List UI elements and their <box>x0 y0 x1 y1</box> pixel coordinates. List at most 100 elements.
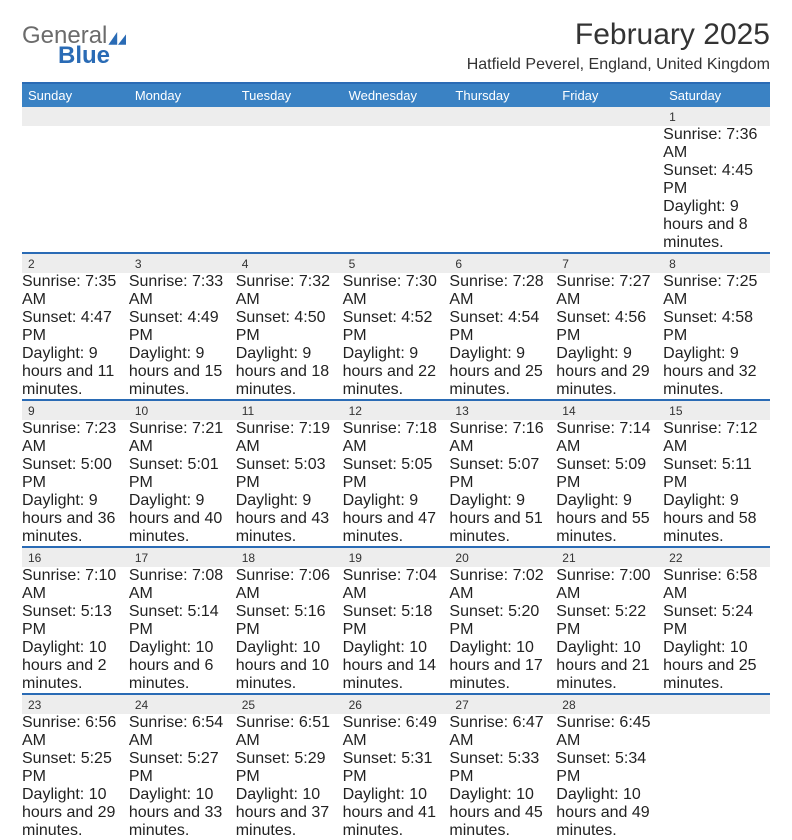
day-detail-line: Sunrise: 7:02 AM <box>449 567 556 603</box>
day-number: 24 <box>129 695 236 714</box>
day-number: 17 <box>129 548 236 567</box>
day-detail: Sunrise: 7:23 AMSunset: 5:00 PMDaylight:… <box>22 420 129 546</box>
day-detail-line: Daylight: 10 hours and 33 minutes. <box>129 786 236 840</box>
day-detail: Sunrise: 7:02 AMSunset: 5:20 PMDaylight:… <box>449 567 556 693</box>
weekday-label: Tuesday <box>236 84 343 107</box>
day-detail-line: Sunrise: 7:08 AM <box>129 567 236 603</box>
day-number <box>22 107 129 126</box>
day-number: 3 <box>129 254 236 273</box>
day-detail: Sunrise: 7:14 AMSunset: 5:09 PMDaylight:… <box>556 420 663 546</box>
day-detail-line: Sunrise: 7:18 AM <box>343 420 450 456</box>
day-number <box>449 107 556 126</box>
weekday-label: Saturday <box>663 84 770 107</box>
day-detail: Sunrise: 7:33 AMSunset: 4:49 PMDaylight:… <box>129 273 236 399</box>
day-detail-line: Daylight: 9 hours and 22 minutes. <box>343 345 450 399</box>
day-detail: Sunrise: 7:18 AMSunset: 5:05 PMDaylight:… <box>343 420 450 546</box>
day-detail-line: Sunset: 5:05 PM <box>343 456 450 492</box>
day-detail: Sunrise: 7:27 AMSunset: 4:56 PMDaylight:… <box>556 273 663 399</box>
day-detail: Sunrise: 7:19 AMSunset: 5:03 PMDaylight:… <box>236 420 343 546</box>
day-detail: Sunrise: 7:04 AMSunset: 5:18 PMDaylight:… <box>343 567 450 693</box>
day-detail-line: Daylight: 10 hours and 37 minutes. <box>236 786 343 840</box>
day-detail-line: Sunrise: 6:58 AM <box>663 567 770 603</box>
day-detail-row: Sunrise: 7:35 AMSunset: 4:47 PMDaylight:… <box>22 273 770 400</box>
day-number: 13 <box>449 401 556 420</box>
day-detail: Sunrise: 7:36 AMSunset: 4:45 PMDaylight:… <box>663 126 770 252</box>
day-detail-row: Sunrise: 6:56 AMSunset: 5:25 PMDaylight:… <box>22 714 770 840</box>
day-number-row: 16171819202122 <box>22 548 770 567</box>
day-detail-line: Sunrise: 7:33 AM <box>129 273 236 309</box>
day-number-row: 232425262728 <box>22 695 770 714</box>
day-detail-line: Sunset: 5:31 PM <box>343 750 450 786</box>
day-detail-row: Sunrise: 7:10 AMSunset: 5:13 PMDaylight:… <box>22 567 770 694</box>
day-detail-line: Daylight: 9 hours and 15 minutes. <box>129 345 236 399</box>
day-detail-line: Sunset: 4:52 PM <box>343 309 450 345</box>
header: GeneralBlue February 2025 Hatfield Pever… <box>22 18 770 74</box>
day-number <box>129 107 236 126</box>
day-detail-line: Sunset: 5:03 PM <box>236 456 343 492</box>
weekday-header: Sunday Monday Tuesday Wednesday Thursday… <box>22 84 770 107</box>
day-number: 5 <box>343 254 450 273</box>
day-detail-line: Daylight: 9 hours and 43 minutes. <box>236 492 343 546</box>
day-detail: Sunrise: 6:51 AMSunset: 5:29 PMDaylight:… <box>236 714 343 840</box>
day-detail-line: Daylight: 10 hours and 2 minutes. <box>22 639 129 693</box>
day-detail-line: Daylight: 10 hours and 6 minutes. <box>129 639 236 693</box>
day-detail-line: Daylight: 10 hours and 21 minutes. <box>556 639 663 693</box>
day-detail-line: Sunrise: 7:32 AM <box>236 273 343 309</box>
day-detail-line: Sunrise: 7:30 AM <box>343 273 450 309</box>
day-number: 19 <box>343 548 450 567</box>
day-detail-row: Sunrise: 7:23 AMSunset: 5:00 PMDaylight:… <box>22 420 770 547</box>
day-detail-line: Sunrise: 6:56 AM <box>22 714 129 750</box>
day-detail-line: Sunrise: 6:54 AM <box>129 714 236 750</box>
page: GeneralBlue February 2025 Hatfield Pever… <box>0 0 792 612</box>
day-number: 25 <box>236 695 343 714</box>
day-detail-line: Sunset: 5:14 PM <box>129 603 236 639</box>
location: Hatfield Peverel, England, United Kingdo… <box>467 56 770 74</box>
day-detail: Sunrise: 6:47 AMSunset: 5:33 PMDaylight:… <box>449 714 556 840</box>
day-number-row: 9101112131415 <box>22 401 770 420</box>
day-number <box>236 107 343 126</box>
day-detail-line: Sunset: 4:50 PM <box>236 309 343 345</box>
day-detail-line: Sunset: 5:09 PM <box>556 456 663 492</box>
day-detail-line: Daylight: 10 hours and 29 minutes. <box>22 786 129 840</box>
day-detail-line: Sunrise: 6:51 AM <box>236 714 343 750</box>
day-number: 6 <box>449 254 556 273</box>
day-detail-line: Daylight: 10 hours and 10 minutes. <box>236 639 343 693</box>
day-detail <box>236 126 343 252</box>
day-detail-line: Daylight: 9 hours and 8 minutes. <box>663 198 770 252</box>
day-detail-line: Sunset: 4:49 PM <box>129 309 236 345</box>
day-detail <box>663 714 770 840</box>
day-number: 4 <box>236 254 343 273</box>
day-number: 10 <box>129 401 236 420</box>
day-detail-line: Daylight: 9 hours and 36 minutes. <box>22 492 129 546</box>
day-detail-line: Sunset: 5:01 PM <box>129 456 236 492</box>
weekday-label: Sunday <box>22 84 129 107</box>
day-number: 18 <box>236 548 343 567</box>
day-detail-line: Sunrise: 7:06 AM <box>236 567 343 603</box>
day-number: 8 <box>663 254 770 273</box>
day-detail-line: Sunrise: 7:28 AM <box>449 273 556 309</box>
day-number: 26 <box>343 695 450 714</box>
day-number: 2 <box>22 254 129 273</box>
day-number: 21 <box>556 548 663 567</box>
day-number: 22 <box>663 548 770 567</box>
weekday-label: Thursday <box>449 84 556 107</box>
day-detail-line: Sunset: 4:58 PM <box>663 309 770 345</box>
day-number: 12 <box>343 401 450 420</box>
day-detail-line: Sunrise: 6:45 AM <box>556 714 663 750</box>
logo-text-2: Blue <box>58 44 129 68</box>
day-number: 1 <box>663 107 770 126</box>
day-detail-line: Daylight: 9 hours and 32 minutes. <box>663 345 770 399</box>
day-detail-line: Sunset: 5:33 PM <box>449 750 556 786</box>
day-detail-line: Sunset: 4:47 PM <box>22 309 129 345</box>
day-detail-row: Sunrise: 7:36 AMSunset: 4:45 PMDaylight:… <box>22 126 770 253</box>
day-detail-line: Sunset: 4:56 PM <box>556 309 663 345</box>
day-detail-line: Sunrise: 7:04 AM <box>343 567 450 603</box>
day-detail: Sunrise: 7:28 AMSunset: 4:54 PMDaylight:… <box>449 273 556 399</box>
day-number: 15 <box>663 401 770 420</box>
day-number: 23 <box>22 695 129 714</box>
day-number: 28 <box>556 695 663 714</box>
month-title: February 2025 <box>467 18 770 52</box>
day-detail-line: Sunset: 5:13 PM <box>22 603 129 639</box>
day-detail-line: Sunrise: 7:16 AM <box>449 420 556 456</box>
day-detail: Sunrise: 7:16 AMSunset: 5:07 PMDaylight:… <box>449 420 556 546</box>
